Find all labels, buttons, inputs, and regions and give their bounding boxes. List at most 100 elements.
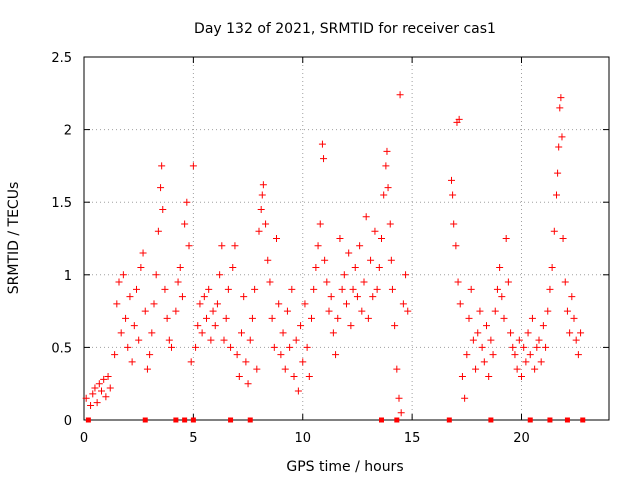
data-point — [314, 242, 322, 250]
data-point — [286, 343, 294, 351]
data-point — [122, 314, 130, 322]
data-point — [288, 285, 296, 293]
data-point — [196, 300, 204, 308]
baseline-marker — [580, 417, 586, 423]
data-point — [448, 176, 455, 184]
x-tick-label: 20 — [513, 431, 530, 446]
data-point — [294, 387, 302, 395]
data-point — [397, 409, 405, 417]
data-point — [106, 384, 114, 392]
data-point — [528, 314, 536, 322]
data-point — [113, 300, 121, 308]
x-tick-label: 5 — [189, 431, 197, 446]
data-point — [82, 394, 90, 402]
data-point — [452, 242, 460, 250]
data-point — [292, 336, 300, 344]
data-point — [566, 329, 574, 337]
data-point — [176, 264, 184, 272]
data-point — [577, 329, 585, 337]
data-points — [82, 91, 585, 417]
data-point — [194, 322, 202, 330]
baseline-marker — [527, 417, 533, 423]
data-point — [102, 393, 110, 401]
baseline-markers — [85, 417, 586, 423]
data-point — [487, 336, 495, 344]
data-point — [572, 336, 580, 344]
data-point — [504, 278, 512, 286]
data-point — [157, 184, 165, 192]
data-point — [539, 322, 547, 330]
data-point — [489, 351, 497, 359]
x-tick-label: 10 — [294, 431, 311, 446]
data-point — [87, 401, 95, 409]
data-point — [235, 372, 243, 380]
data-point — [373, 285, 381, 293]
data-point — [449, 191, 457, 199]
data-point — [500, 314, 508, 322]
data-point — [148, 329, 156, 337]
data-point — [192, 343, 200, 351]
data-point — [220, 336, 228, 344]
data-point — [211, 322, 219, 330]
data-point — [329, 329, 337, 337]
y-tick-label: 1 — [64, 269, 72, 284]
data-point — [332, 351, 340, 359]
data-point — [570, 314, 578, 322]
baseline-marker — [247, 417, 253, 423]
data-point — [255, 227, 263, 235]
data-point — [224, 285, 232, 293]
data-point — [334, 314, 342, 322]
data-point — [318, 140, 326, 148]
data-point — [454, 278, 462, 286]
grid-lines — [84, 57, 609, 420]
data-point — [143, 365, 151, 373]
data-point — [248, 314, 256, 322]
data-point — [485, 372, 493, 380]
data-point — [542, 343, 550, 351]
data-point — [537, 358, 545, 366]
baseline-marker — [228, 417, 234, 423]
baseline-marker — [182, 417, 188, 423]
data-point — [518, 372, 525, 380]
data-point — [507, 329, 515, 337]
x-tick-label: 15 — [404, 431, 421, 446]
data-point — [119, 271, 127, 279]
data-point — [383, 147, 391, 155]
data-point — [574, 351, 582, 359]
data-point — [554, 169, 562, 177]
x-tick-label: 0 — [80, 431, 88, 446]
data-point — [375, 264, 383, 272]
data-point — [327, 293, 335, 301]
data-point — [480, 358, 488, 366]
plot-frame — [83, 56, 610, 421]
data-point — [273, 235, 280, 242]
data-point — [555, 143, 563, 151]
data-point — [135, 336, 143, 344]
data-point — [467, 285, 475, 293]
data-point — [509, 343, 517, 351]
baseline-marker — [379, 417, 384, 423]
data-point — [386, 220, 394, 228]
data-point — [283, 307, 291, 315]
data-point — [458, 372, 466, 380]
data-point — [388, 285, 396, 293]
data-point — [393, 365, 401, 373]
data-point — [535, 336, 543, 344]
data-point — [200, 293, 208, 301]
axis-ticks: 0 0.5 1 1.5 2 2.5 0 5 10 15 20 — [51, 51, 609, 446]
data-point — [231, 242, 239, 250]
data-point — [483, 322, 490, 330]
data-point — [146, 351, 154, 359]
data-point — [279, 329, 287, 337]
data-point — [343, 300, 350, 308]
baseline-marker — [142, 417, 148, 423]
data-point — [531, 365, 539, 373]
data-point — [493, 285, 501, 293]
data-point — [222, 314, 230, 322]
data-point — [465, 314, 473, 322]
data-point — [290, 372, 298, 380]
data-point — [158, 162, 166, 170]
data-point — [520, 343, 528, 351]
data-point — [312, 264, 320, 272]
data-point — [469, 336, 477, 344]
